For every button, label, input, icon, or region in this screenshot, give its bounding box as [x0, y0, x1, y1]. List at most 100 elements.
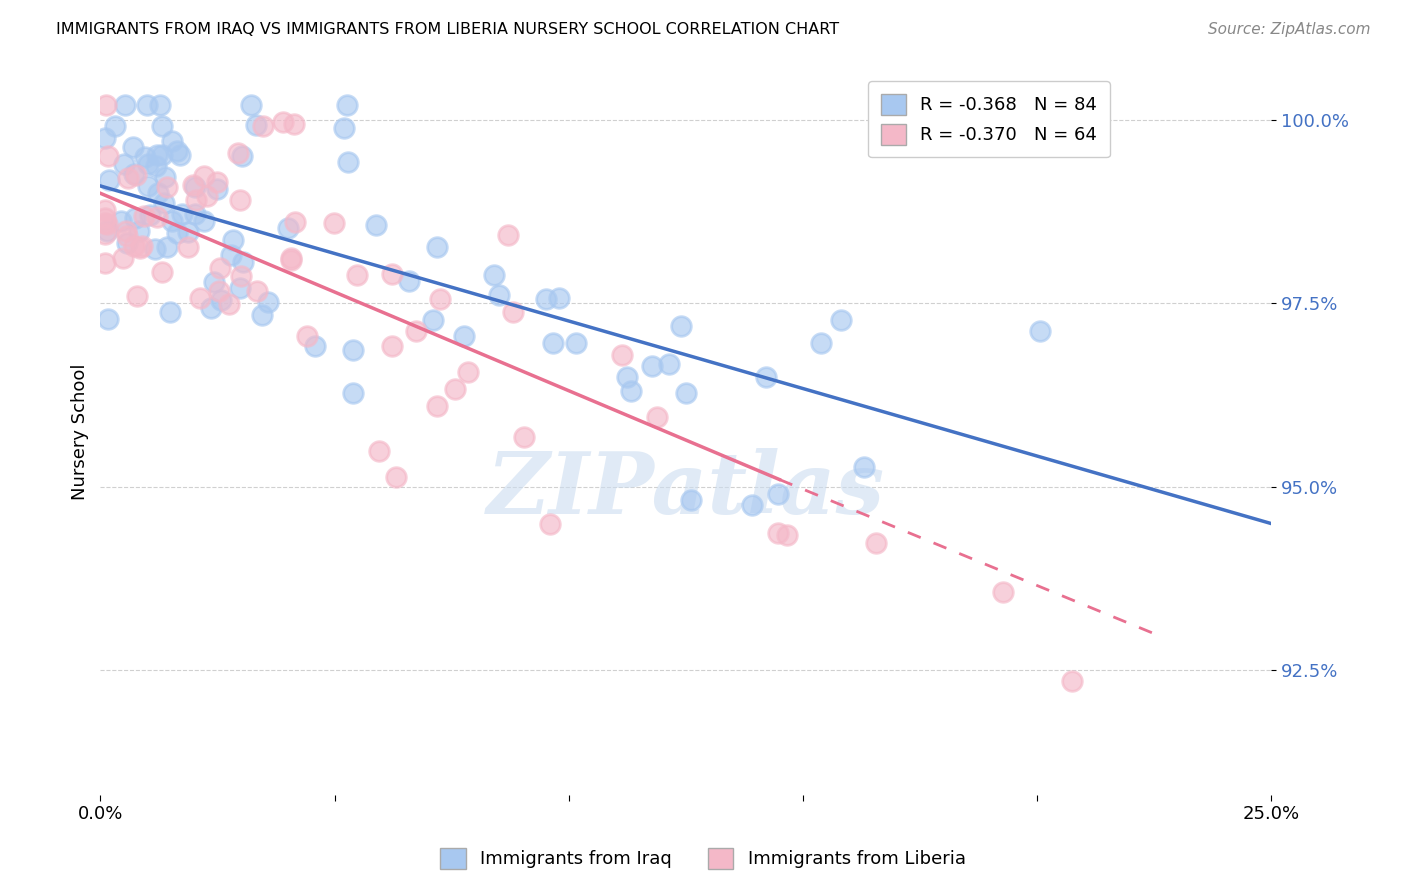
- Point: [755, 369, 778, 384]
- Point: [398, 274, 420, 288]
- Point: [245, 119, 267, 133]
- Point: [190, 291, 212, 305]
- Point: [645, 409, 668, 424]
- Point: [202, 275, 225, 289]
- Point: [228, 281, 250, 295]
- Point: [342, 386, 364, 401]
- Point: [336, 155, 359, 169]
- Point: [152, 195, 174, 210]
- Point: [156, 240, 179, 254]
- Point: [150, 265, 173, 279]
- Point: [183, 178, 205, 193]
- Point: [195, 189, 218, 203]
- Point: [114, 98, 136, 112]
- Point: [129, 241, 152, 255]
- Point: [134, 150, 156, 164]
- Point: [124, 211, 146, 225]
- Point: [186, 193, 208, 207]
- Point: [94, 256, 117, 270]
- Point: [219, 248, 242, 262]
- Point: [131, 239, 153, 253]
- Point: [117, 171, 139, 186]
- Point: [333, 121, 356, 136]
- Point: [240, 98, 263, 112]
- Point: [381, 339, 404, 353]
- Point: [200, 301, 222, 316]
- Point: [534, 292, 557, 306]
- Point: [865, 536, 887, 550]
- Point: [132, 209, 155, 223]
- Point: [110, 213, 132, 227]
- Point: [541, 335, 564, 350]
- Point: [122, 239, 145, 253]
- Text: Source: ZipAtlas.com: Source: ZipAtlas.com: [1208, 22, 1371, 37]
- Point: [512, 430, 534, 444]
- Point: [160, 134, 183, 148]
- Point: [156, 180, 179, 194]
- Point: [231, 268, 253, 283]
- Point: [810, 335, 832, 350]
- Point: [125, 168, 148, 182]
- Point: [538, 517, 561, 532]
- Point: [146, 210, 169, 224]
- Point: [453, 329, 475, 343]
- Point: [122, 167, 145, 181]
- Point: [114, 224, 136, 238]
- Point: [669, 318, 692, 333]
- Point: [112, 252, 135, 266]
- Point: [257, 295, 280, 310]
- Point: [250, 308, 273, 322]
- Point: [138, 157, 160, 171]
- Legend: R = -0.368   N = 84, R = -0.370   N = 64: R = -0.368 N = 84, R = -0.370 N = 64: [868, 81, 1109, 157]
- Point: [232, 255, 254, 269]
- Text: ZIPatlas: ZIPatlas: [486, 448, 884, 532]
- Point: [218, 297, 240, 311]
- Point: [143, 243, 166, 257]
- Point: [277, 221, 299, 235]
- Point: [177, 225, 200, 239]
- Point: [776, 528, 799, 542]
- Point: [97, 311, 120, 326]
- Point: [381, 267, 404, 281]
- Point: [94, 203, 117, 218]
- Point: [641, 359, 664, 373]
- Point: [283, 117, 305, 131]
- Point: [271, 114, 294, 128]
- Point: [342, 343, 364, 357]
- Point: [146, 148, 169, 162]
- Point: [172, 207, 194, 221]
- Point: [139, 208, 162, 222]
- Point: [152, 120, 174, 134]
- Point: [136, 179, 159, 194]
- Point: [336, 98, 359, 112]
- Point: [184, 207, 207, 221]
- Point: [280, 252, 302, 267]
- Point: [548, 291, 571, 305]
- Point: [488, 287, 510, 301]
- Y-axis label: Nursery School: Nursery School: [72, 364, 89, 500]
- Point: [616, 370, 638, 384]
- Point: [766, 525, 789, 540]
- Point: [1060, 674, 1083, 689]
- Point: [97, 149, 120, 163]
- Point: [94, 211, 117, 226]
- Point: [295, 329, 318, 343]
- Point: [177, 240, 200, 254]
- Point: [346, 268, 368, 282]
- Point: [94, 130, 117, 145]
- Point: [830, 312, 852, 326]
- Point: [304, 339, 326, 353]
- Point: [280, 251, 302, 265]
- Point: [166, 226, 188, 240]
- Text: IMMIGRANTS FROM IRAQ VS IMMIGRANTS FROM LIBERIA NURSERY SCHOOL CORRELATION CHART: IMMIGRANTS FROM IRAQ VS IMMIGRANTS FROM …: [56, 22, 839, 37]
- Point: [612, 348, 634, 362]
- Point: [620, 384, 643, 399]
- Point: [429, 292, 451, 306]
- Point: [422, 312, 444, 326]
- Point: [208, 284, 231, 298]
- Point: [368, 444, 391, 458]
- Point: [159, 305, 181, 319]
- Point: [112, 157, 135, 171]
- Point: [209, 260, 232, 275]
- Point: [741, 499, 763, 513]
